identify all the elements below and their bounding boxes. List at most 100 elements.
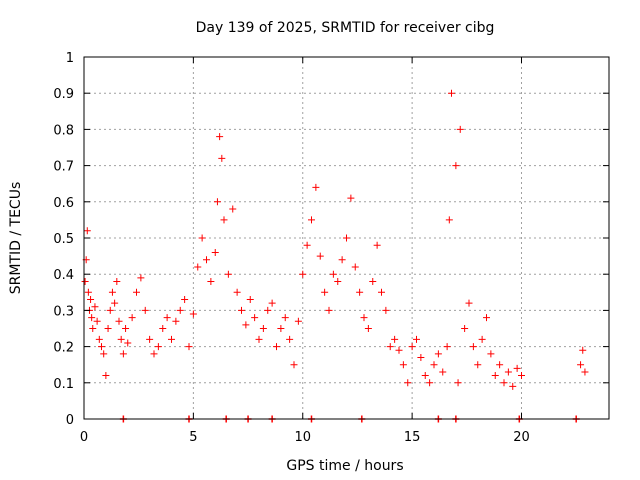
data-point bbox=[277, 325, 285, 332]
data-point bbox=[81, 277, 89, 285]
data-point bbox=[338, 256, 346, 264]
data-point bbox=[189, 310, 197, 318]
data-point bbox=[391, 335, 399, 343]
data-point bbox=[213, 198, 221, 206]
y-tick-label: 0.6 bbox=[53, 196, 74, 211]
data-point bbox=[218, 154, 226, 162]
data-point bbox=[465, 299, 473, 307]
data-point bbox=[119, 350, 127, 358]
data-point bbox=[382, 306, 390, 314]
y-tick-label: 0.1 bbox=[53, 377, 74, 392]
x-tick-label: 0 bbox=[80, 430, 88, 445]
data-point bbox=[329, 270, 337, 278]
data-point bbox=[255, 335, 263, 343]
x-tick-label: 5 bbox=[189, 430, 197, 445]
data-point bbox=[133, 288, 140, 296]
data-point bbox=[386, 343, 394, 351]
data-point bbox=[98, 343, 105, 351]
data-point bbox=[259, 325, 267, 332]
data-point bbox=[281, 314, 289, 322]
data-point bbox=[251, 314, 259, 322]
y-tick-label: 0.4 bbox=[53, 268, 74, 283]
data-point bbox=[122, 325, 130, 332]
data-point bbox=[454, 379, 462, 387]
data-point bbox=[509, 382, 517, 390]
data-point bbox=[581, 368, 589, 376]
data-point bbox=[168, 335, 175, 343]
data-point bbox=[430, 361, 438, 369]
data-point bbox=[364, 325, 372, 332]
data-point bbox=[268, 299, 276, 307]
data-point bbox=[108, 288, 116, 296]
data-point bbox=[312, 183, 320, 191]
data-point bbox=[159, 325, 167, 332]
data-point bbox=[443, 343, 451, 351]
data-point bbox=[347, 194, 355, 202]
data-point bbox=[185, 343, 193, 351]
axis-ticks: 00.10.20.30.40.50.60.70.80.910 5 10 15 20 bbox=[53, 51, 609, 445]
data-point bbox=[360, 314, 368, 322]
data-point bbox=[504, 368, 512, 376]
data-point bbox=[321, 288, 329, 296]
data-point bbox=[461, 325, 469, 332]
data-point bbox=[448, 89, 455, 97]
data-point bbox=[102, 372, 110, 380]
data-point bbox=[469, 343, 477, 351]
x-tick-label: 20 bbox=[513, 430, 530, 445]
data-point bbox=[233, 288, 241, 296]
data-point bbox=[115, 317, 123, 325]
data-point bbox=[456, 125, 464, 133]
data-point bbox=[439, 368, 447, 376]
data-point bbox=[203, 256, 210, 264]
data-point bbox=[325, 306, 333, 314]
y-axis-label: SRMTID / TECUs bbox=[8, 182, 24, 295]
data-point bbox=[154, 343, 162, 351]
data-point bbox=[100, 350, 108, 358]
data-point bbox=[146, 335, 154, 343]
data-point bbox=[211, 248, 219, 256]
data-point bbox=[87, 296, 95, 304]
data-point bbox=[421, 372, 429, 380]
data-point bbox=[150, 350, 158, 358]
data-point bbox=[373, 241, 381, 249]
data-point bbox=[106, 306, 114, 314]
data-point bbox=[343, 234, 350, 242]
data-point bbox=[238, 306, 245, 314]
data-point bbox=[378, 288, 385, 296]
data-point bbox=[91, 303, 99, 311]
data-point bbox=[308, 216, 315, 224]
data-point bbox=[299, 270, 307, 278]
data-point bbox=[500, 379, 508, 387]
data-point bbox=[351, 263, 359, 271]
data-point bbox=[334, 277, 342, 285]
data-point bbox=[172, 317, 180, 325]
data-point bbox=[104, 325, 112, 332]
data-point bbox=[246, 296, 254, 304]
data-point bbox=[198, 234, 206, 242]
data-point bbox=[124, 339, 132, 347]
data-point bbox=[286, 335, 294, 343]
data-point bbox=[273, 343, 280, 351]
y-tick-label: 0.8 bbox=[53, 123, 74, 138]
data-point bbox=[88, 314, 96, 322]
data-point bbox=[128, 314, 136, 322]
data-point bbox=[487, 350, 495, 358]
data-point bbox=[216, 133, 224, 141]
x-tick-label: 10 bbox=[294, 430, 311, 445]
data-point bbox=[496, 361, 504, 369]
data-point bbox=[518, 372, 525, 380]
data-point bbox=[491, 372, 499, 380]
x-tick-label: 15 bbox=[404, 430, 421, 445]
data-point bbox=[445, 216, 453, 224]
data-point bbox=[93, 317, 101, 325]
chart-title: Day 139 of 2025, SRMTID for receiver cib… bbox=[196, 20, 495, 36]
data-point bbox=[84, 288, 92, 296]
data-point bbox=[483, 314, 490, 322]
y-tick-label: 0.9 bbox=[53, 87, 74, 102]
data-point bbox=[426, 379, 434, 387]
data-point bbox=[452, 162, 460, 170]
x-axis-label: GPS time / hours bbox=[286, 458, 403, 474]
data-point bbox=[316, 252, 324, 260]
data-point bbox=[229, 205, 237, 213]
